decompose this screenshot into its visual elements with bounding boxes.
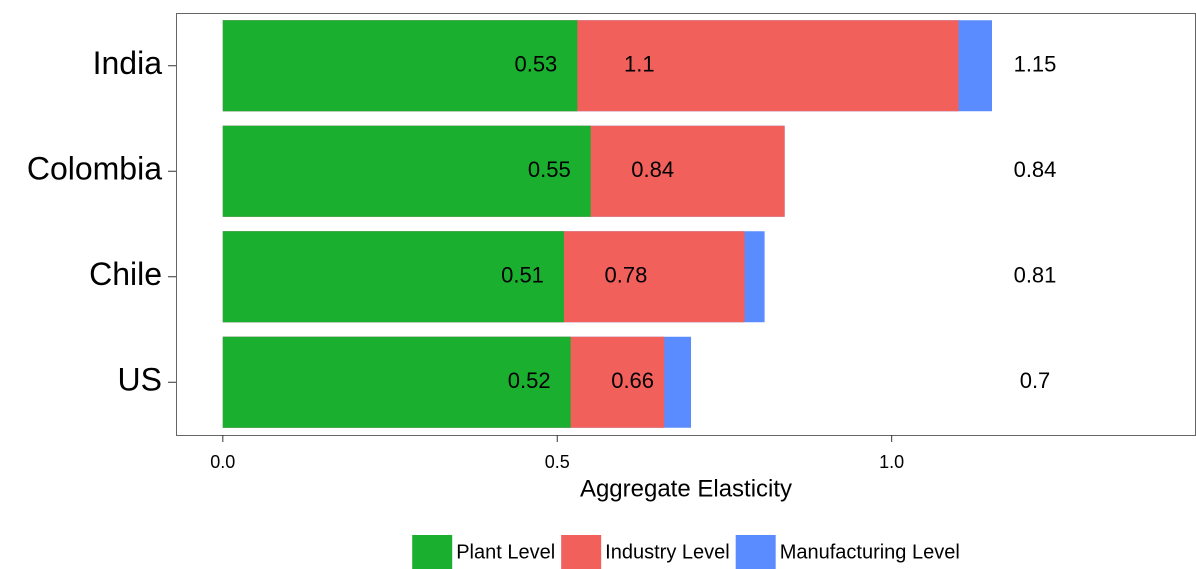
value-label: 0.52 xyxy=(508,368,551,393)
legend-key xyxy=(735,535,776,569)
value-label: 0.51 xyxy=(501,263,544,288)
value-label: 0.84 xyxy=(1014,157,1057,182)
x-axis-title: Aggregate Elasticity xyxy=(580,475,792,502)
x-tick-label: 1.0 xyxy=(879,452,904,472)
y-tick-label: India xyxy=(93,45,163,81)
value-label: 0.53 xyxy=(514,52,557,77)
value-label: 0.7 xyxy=(1020,368,1051,393)
bar xyxy=(222,125,591,217)
value-label: 1.15 xyxy=(1014,52,1057,77)
legend-key xyxy=(561,535,602,569)
y-tick-label: Colombia xyxy=(27,151,162,187)
value-label: 0.78 xyxy=(605,263,648,288)
x-tick-label: 0.5 xyxy=(545,452,570,472)
bar xyxy=(222,336,571,428)
y-tick-label: US xyxy=(118,362,162,398)
legend-key xyxy=(412,535,453,569)
bar xyxy=(222,20,578,112)
value-label: 0.81 xyxy=(1014,263,1057,288)
y-tick-label: Chile xyxy=(89,256,162,292)
x-tick-label: 0.0 xyxy=(210,452,235,472)
legend-label: Industry Level xyxy=(605,541,730,563)
value-label: 0.66 xyxy=(611,368,654,393)
value-label: 0.84 xyxy=(631,157,674,182)
legend-label: Manufacturing Level xyxy=(780,541,960,563)
bar xyxy=(222,231,564,323)
value-label: 1.1 xyxy=(624,52,655,77)
legend-label: Plant Level xyxy=(456,541,555,563)
value-label: 0.55 xyxy=(528,157,571,182)
